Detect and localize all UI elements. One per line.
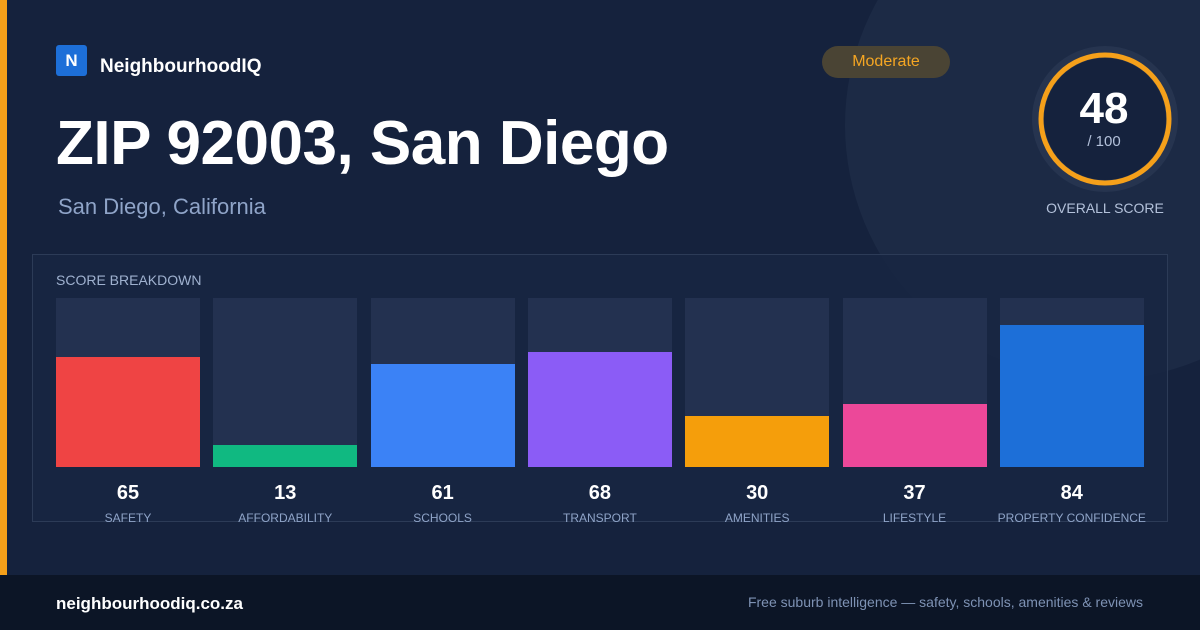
breakdown-title: SCORE BREAKDOWN: [56, 272, 202, 288]
logo-icon: N: [56, 45, 87, 76]
bar-track: [999, 298, 1144, 467]
bar-track: [213, 298, 358, 467]
bar-column: 68 TRANSPORT: [527, 298, 672, 525]
bar-fill: [685, 416, 830, 467]
footer: [0, 575, 1200, 630]
bar-category-label: SAFETY: [104, 511, 152, 525]
bar-value-label: 65: [116, 482, 140, 504]
bar-column: 65 SAFETY: [56, 298, 200, 525]
bar-category-label: PROPERTY CONFIDENCE: [997, 511, 1146, 525]
accent-bar: [0, 0, 7, 575]
footer-tagline: Free suburb intelligence — safety, schoo…: [747, 594, 1143, 610]
bar-category-label: LIFESTYLE: [882, 511, 947, 525]
overall-score-label: OVERALL SCORE: [1046, 200, 1164, 216]
bar-category-label: SCHOOLS: [413, 511, 472, 525]
bar-column: 84 PROPERTY CONFIDENCE: [998, 298, 1146, 525]
bar-value-label: 13: [274, 482, 297, 504]
bar-track: [685, 298, 830, 467]
bar-fill: [842, 404, 987, 467]
bar-fill: [527, 352, 672, 467]
score-ring-center: [1044, 58, 1166, 180]
bar-column: 13 AFFORDABILITY: [213, 298, 358, 525]
bar-fill: [213, 445, 358, 467]
bar-category-label: AFFORDABILITY: [238, 511, 333, 525]
footer-domain: neighbourhoodiq.co.za: [56, 594, 243, 613]
overall-score-max: / 100: [1087, 133, 1121, 150]
bar-track: [370, 298, 515, 467]
bar-value-label: 68: [588, 482, 612, 504]
status-badge: Moderate: [822, 46, 950, 78]
bar-value-label: 37: [903, 482, 926, 504]
overall-score-ring: [1032, 46, 1178, 192]
overall-score-value: 48: [1079, 84, 1129, 133]
page-title: ZIP 92003, San Diego: [56, 109, 669, 178]
bar-fill: [999, 325, 1144, 467]
bar-track: [56, 298, 200, 467]
bar-column: 61 SCHOOLS: [370, 298, 515, 525]
bar-fill: [56, 357, 200, 467]
location-subtitle: San Diego, California: [58, 194, 266, 219]
bar-column: 37 LIFESTYLE: [842, 298, 987, 525]
score-ring-arc: [1038, 52, 1172, 186]
bar-value-label: 30: [746, 482, 769, 504]
bar-fill: [370, 363, 515, 467]
bar-value-label: 84: [1060, 482, 1083, 504]
bar-track: [842, 298, 987, 467]
brand-name: NeighbourhoodIQ: [100, 56, 262, 77]
bar-track: [527, 298, 672, 467]
bar-category-label: AMENITIES: [724, 511, 790, 525]
bar-column: 30 AMENITIES: [685, 298, 830, 525]
bar-value-label: 61: [431, 482, 454, 504]
bar-category-label: TRANSPORT: [562, 511, 637, 525]
